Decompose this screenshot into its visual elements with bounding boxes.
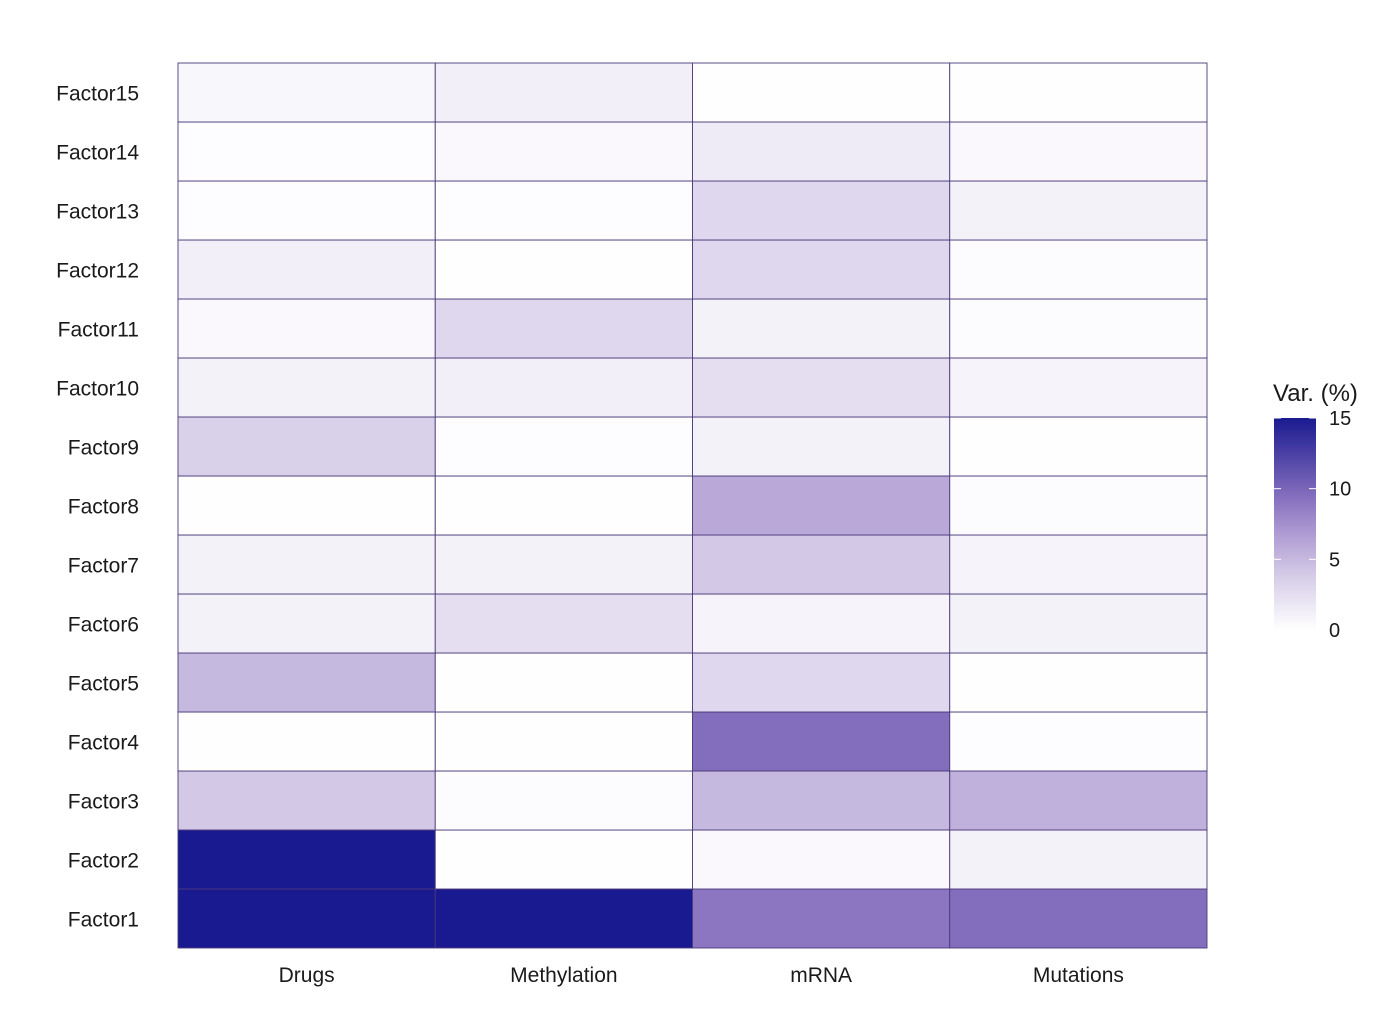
heatmap-cell	[434, 62, 693, 123]
heatmap-cell	[434, 829, 693, 890]
heatmap-cell	[692, 829, 951, 890]
heatmap-cell	[949, 357, 1208, 418]
heatmap-cell	[177, 239, 436, 300]
heatmap-cell	[177, 62, 436, 123]
heatmap-cell	[434, 534, 693, 595]
y-tick-label: Factor11	[58, 319, 139, 342]
heatmap-cell	[177, 770, 436, 831]
heatmap-cell	[434, 239, 693, 300]
heatmap-cell	[434, 593, 693, 654]
x-axis-labels: Drugs Methylation mRNA Mutations	[279, 964, 1124, 987]
legend-tick-label: 15	[1329, 408, 1351, 430]
heatmap-cell	[692, 180, 951, 241]
heatmap-cell	[434, 416, 693, 477]
heatmap-cell	[949, 62, 1208, 123]
heatmap-cell	[177, 180, 436, 241]
heatmap-cell	[692, 888, 951, 949]
heatmap-cell	[949, 534, 1208, 595]
legend-ticks: 0 5 10 15	[1274, 408, 1351, 642]
heatmap-cell	[692, 593, 951, 654]
heatmap-cell	[434, 180, 693, 241]
y-tick-label: Factor3	[68, 791, 139, 814]
heatmap-cell	[949, 829, 1208, 890]
y-tick-label: Factor15	[56, 83, 139, 106]
heatmap-cell	[177, 475, 436, 536]
x-tick-label: mRNA	[790, 964, 852, 987]
heatmap-cell	[692, 652, 951, 713]
heatmap-cell	[949, 711, 1208, 772]
y-tick-label: Factor7	[68, 555, 139, 578]
heatmap-cell	[692, 121, 951, 182]
heatmap-cell	[692, 239, 951, 300]
heatmap-cell	[177, 121, 436, 182]
heatmap-cell	[177, 298, 436, 359]
y-tick-label: Factor8	[68, 496, 139, 519]
color-legend: Var. (%) 0 5 10 15	[1273, 380, 1358, 642]
heatmap-cell	[692, 475, 951, 536]
heatmap-cell	[434, 475, 693, 536]
heatmap-cell	[949, 180, 1208, 241]
heatmap-cell	[434, 121, 693, 182]
heatmap-cell	[434, 652, 693, 713]
y-axis-labels: Factor1 Factor2 Factor3 Factor4 Factor5 Facto…	[56, 83, 139, 932]
x-tick-label: Methylation	[510, 964, 617, 987]
y-tick-label: Factor9	[68, 437, 139, 460]
heatmap-cell	[177, 829, 436, 890]
heatmap-cell	[949, 652, 1208, 713]
heatmap-cell	[692, 62, 951, 123]
heatmap-cell	[692, 770, 951, 831]
heatmap-cell	[177, 357, 436, 418]
legend-tick-label: 5	[1329, 549, 1340, 571]
y-tick-label: Factor4	[68, 732, 140, 755]
x-tick-label: Drugs	[279, 964, 335, 987]
heatmap-cell	[434, 298, 693, 359]
y-tick-label: Factor10	[56, 378, 139, 401]
heatmap-cell	[692, 298, 951, 359]
legend-colorbar	[1274, 418, 1316, 630]
heatmap-cell	[177, 534, 436, 595]
legend-title: Var. (%)	[1273, 380, 1358, 407]
heatmap-cell	[434, 711, 693, 772]
heatmap-cell	[949, 888, 1208, 949]
x-tick-label: Mutations	[1033, 964, 1124, 987]
heatmap-cell	[434, 357, 693, 418]
heatmap-cell	[692, 357, 951, 418]
y-tick-label: Factor5	[68, 673, 139, 696]
heatmap-cell	[692, 711, 951, 772]
heatmap-cell	[177, 593, 436, 654]
heatmap-cell	[949, 770, 1208, 831]
heatmap-cells	[177, 62, 1208, 949]
legend-tick-label: 0	[1329, 620, 1340, 642]
heatmap-cell	[692, 534, 951, 595]
heatmap-cell	[177, 711, 436, 772]
y-tick-label: Factor2	[68, 850, 139, 873]
heatmap-cell	[434, 888, 693, 949]
legend-tick-label: 10	[1329, 479, 1351, 501]
heatmap-cell	[949, 593, 1208, 654]
heatmap-cell	[949, 475, 1208, 536]
heatmap-cell	[177, 416, 436, 477]
heatmap-cell	[177, 888, 436, 949]
y-tick-label: Factor6	[68, 614, 139, 637]
y-tick-label: Factor12	[56, 260, 139, 283]
heatmap-cell	[949, 416, 1208, 477]
y-tick-label: Factor13	[56, 201, 139, 224]
y-tick-label: Factor14	[56, 142, 139, 165]
heatmap-cell	[692, 416, 951, 477]
heatmap-cell	[177, 652, 436, 713]
y-tick-label: Factor1	[68, 909, 139, 932]
heatmap-cell	[949, 121, 1208, 182]
heatmap-cell	[434, 770, 693, 831]
heatmap-cell	[949, 298, 1208, 359]
heatmap-cell	[949, 239, 1208, 300]
